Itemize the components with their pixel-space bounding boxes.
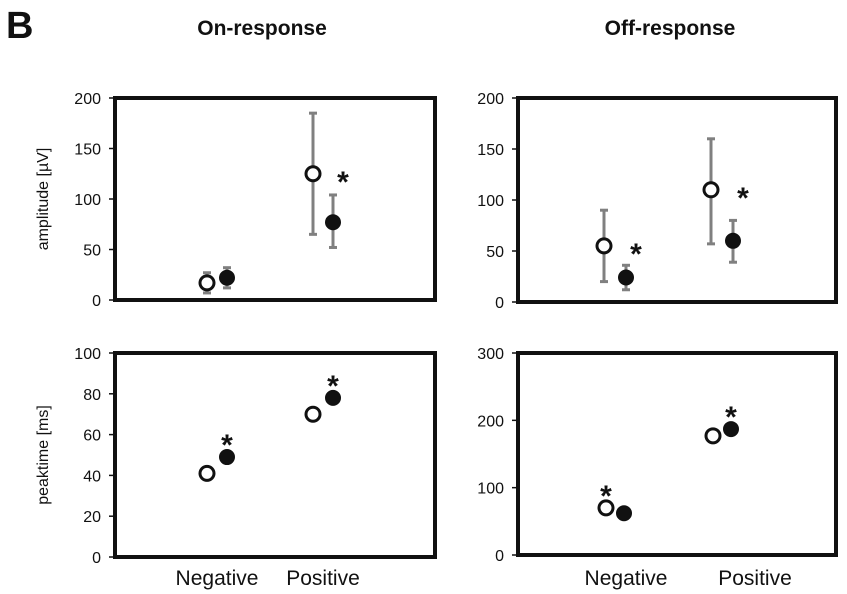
y-tick-label: 80 [83,387,101,404]
y-tick-label: 40 [83,468,101,485]
y-tick-label: 20 [83,509,101,526]
open-circle-point [595,237,613,255]
open-circle-point [704,427,722,445]
significance-star: * [337,166,349,199]
y-tick-label: 60 [83,428,101,445]
filled-circle-point [219,269,235,286]
significance-star: * [630,238,642,271]
significance-star: * [327,370,339,403]
filled-circle-point [616,505,632,522]
y-tick-label: 50 [486,244,504,261]
filled-circle-point [723,421,739,438]
panel-2: 0 50 100 150 200 * * [477,91,838,312]
panel-letter: B [6,5,33,47]
category-label-negative: Negative [585,567,668,590]
column-title-off: Off-response [605,17,736,40]
y-tick-label: 100 [477,481,504,498]
panel-3: 0 20 40 60 80 100 peaktime [ms] * * [35,346,437,567]
y-tick-label: 200 [477,413,504,430]
filled-circle-point [618,269,634,286]
y-tick-label: 100 [477,193,504,210]
open-circle-point [702,181,720,199]
y-tick-label: 0 [92,293,101,310]
filled-circle-point [725,232,741,249]
y-tick-label: 50 [83,243,101,260]
filled-circle-point [325,389,341,406]
y-tick-label: 200 [74,91,101,108]
open-circle-point [198,274,216,292]
open-circle-point [198,464,216,482]
significance-star: * [600,480,612,513]
category-label-positive: Positive [286,567,360,590]
y-tick-label: 300 [477,346,504,363]
y-axis-label: amplitude [µV] [35,148,52,251]
y-tick-label: 0 [92,550,101,567]
significance-star: * [221,429,233,462]
category-label-positive: Positive [718,567,792,590]
y-tick-label: 0 [495,295,504,312]
panel-1: 0 50 100 150 200 amplitude [µV] * [35,91,437,310]
open-circle-point [304,405,322,423]
y-tick-label: 100 [74,192,101,209]
plot-frame [113,96,437,302]
plot-frame [516,351,838,557]
y-tick-label: 200 [477,91,504,108]
column-title-on: On-response [197,17,327,40]
open-circle-point [304,165,322,183]
plot-frame [113,351,437,559]
y-tick-label: 150 [477,142,504,159]
y-tick-label: 150 [74,142,101,159]
plot-frame [516,96,838,304]
y-axis-label: peaktime [ms] [35,405,52,505]
open-circle-point [597,499,615,517]
y-tick-label: 100 [74,346,101,363]
category-label-negative: Negative [176,567,259,590]
significance-star: * [725,401,737,434]
filled-circle-point [219,449,235,466]
significance-star: * [737,182,749,215]
panel-4: 0 100 200 300 * * [477,346,838,565]
filled-circle-point [325,214,341,231]
y-tick-label: 0 [495,548,504,565]
